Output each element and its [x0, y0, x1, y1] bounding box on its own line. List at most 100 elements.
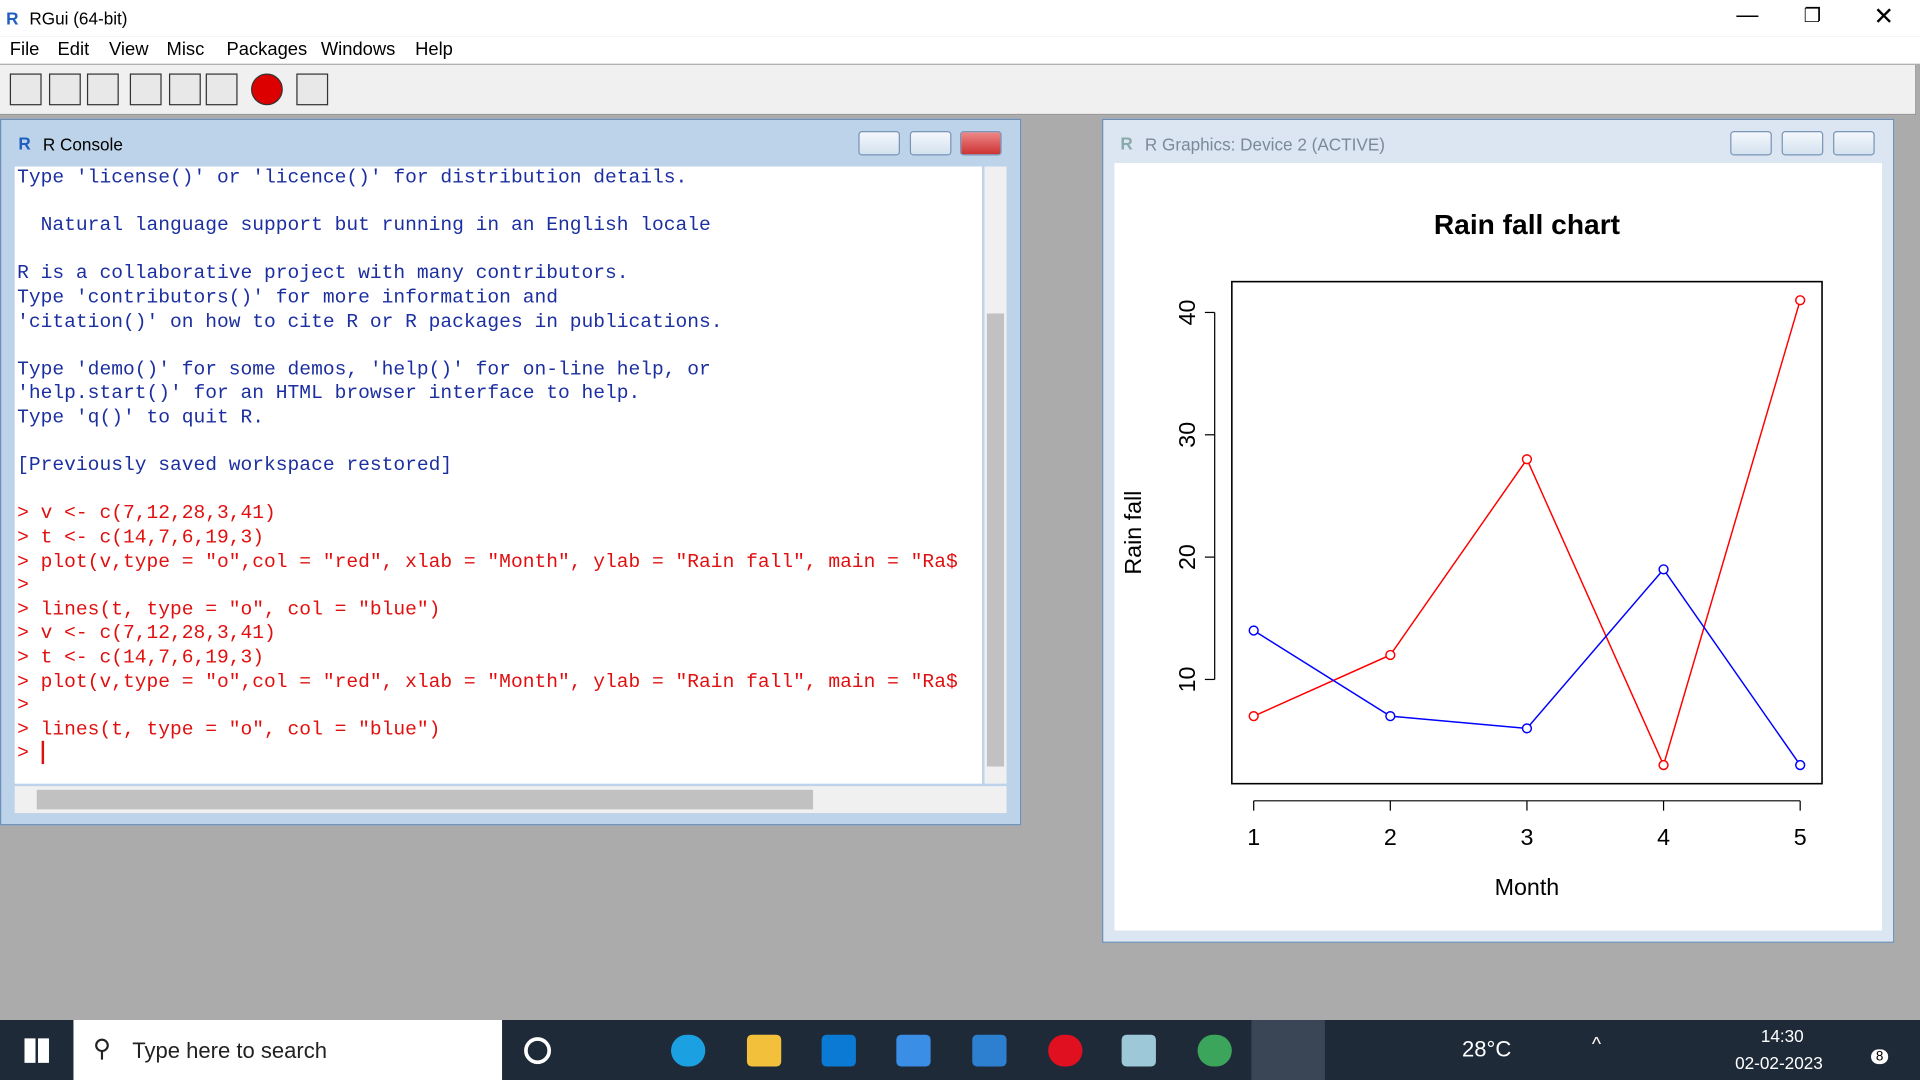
explorer-icon[interactable] [746, 1034, 782, 1067]
menu-item[interactable]: Edit [57, 39, 90, 60]
notepad-icon[interactable] [1121, 1034, 1156, 1067]
console-input: > t <- c(14,7,6,19,3) [17, 526, 265, 549]
console-input: > plot(v,type = "o",col = "red", xlab = … [17, 670, 958, 693]
console-line: 'help.start()' for an HTML browser inter… [17, 382, 641, 405]
load-button[interactable] [48, 73, 81, 106]
console-line: Type 'contributors()' for more informati… [17, 286, 558, 309]
console-line: Type 'q()' to quit R. [17, 406, 265, 429]
clock-time[interactable]: 14:30 [1760, 1026, 1804, 1046]
y-tick-label: 30 [1174, 422, 1200, 448]
taskbar: ⚲ Type here to search 28°C ^ 14:30 02-02… [0, 1020, 1920, 1080]
title-bar: R RGui (64-bit) — ❐ ✕ [0, 0, 1920, 37]
console-output[interactable]: Type 'license()' or 'licence()' for dist… [14, 166, 983, 784]
minimize[interactable] [858, 131, 900, 156]
scroll-thumb[interactable] [36, 789, 814, 810]
menu-item[interactable]: Packages [226, 39, 308, 60]
graphics-title: R Graphics: Device 2 (ACTIVE) [1144, 134, 1385, 155]
search-box[interactable]: ⚲ Type here to search [73, 1020, 503, 1080]
minimize[interactable]: — [1736, 2, 1759, 27]
start-button[interactable] [24, 1038, 49, 1063]
point [1658, 564, 1669, 575]
point [1658, 759, 1669, 771]
plot-background [1114, 162, 1883, 931]
point [1795, 759, 1806, 771]
close[interactable] [960, 131, 1002, 156]
menu-item[interactable]: Misc [166, 39, 205, 60]
mail-icon[interactable] [896, 1034, 931, 1067]
r-icon: R [18, 133, 31, 154]
cortana[interactable] [524, 1037, 552, 1065]
point [1385, 649, 1396, 661]
x-tick-label: 2 [1384, 824, 1397, 850]
menu-item[interactable]: Windows [320, 39, 396, 60]
console-line: Natural language support but running in … [17, 214, 711, 237]
point [1795, 295, 1806, 306]
window-title: RGui (64-bit) [29, 8, 128, 29]
app-icon[interactable] [972, 1034, 1007, 1067]
close[interactable] [1833, 131, 1875, 156]
edge-icon[interactable] [671, 1034, 706, 1067]
rgui-task[interactable] [1251, 1020, 1325, 1080]
v-scrollbar[interactable] [984, 166, 1007, 784]
maximize[interactable] [1781, 131, 1824, 156]
console-input: > plot(v,type = "o",col = "red", xlab = … [17, 550, 958, 573]
console-title: R Console [42, 134, 123, 155]
r-icon: R [1120, 133, 1133, 154]
x-axis-label: Month [1495, 874, 1560, 900]
console-line: Type 'license()' or 'licence()' for dist… [17, 166, 688, 189]
refresh-button[interactable] [205, 73, 238, 106]
plot-frame [1231, 280, 1823, 785]
menu-item[interactable]: File [9, 39, 40, 60]
paste-button[interactable] [168, 73, 201, 106]
y-tick-label: 20 [1174, 544, 1200, 570]
close[interactable]: ✕ [1873, 3, 1894, 31]
console-input: > [17, 742, 29, 765]
weather[interactable]: 28°C [1462, 1037, 1512, 1062]
copy-button[interactable] [129, 73, 162, 106]
notification-count[interactable]: 8 [1871, 1049, 1889, 1065]
opera-icon[interactable] [1048, 1034, 1083, 1067]
menu-item[interactable]: Help [415, 39, 453, 60]
app-icon: R [6, 8, 19, 29]
point [1521, 454, 1533, 465]
console-input: > lines(t, type = "o", col = "blue") [17, 718, 441, 741]
x-tick-label: 4 [1657, 824, 1670, 850]
print-button[interactable] [296, 73, 329, 106]
console-line: Type 'demo()' for some demos, 'help()' f… [17, 358, 711, 381]
stop-button[interactable] [251, 73, 283, 106]
h-scrollbar[interactable] [14, 786, 1007, 814]
console-input: > v <- c(7,12,28,3,41) [17, 622, 276, 645]
x-tick-label: 1 [1247, 824, 1260, 850]
menu-item[interactable]: View [108, 39, 149, 60]
save-button[interactable] [86, 73, 119, 106]
y-tick-label: 40 [1174, 299, 1200, 325]
open-button[interactable] [9, 73, 42, 106]
clock-date[interactable]: 02-02-2023 [1735, 1053, 1823, 1073]
scroll-thumb[interactable] [986, 313, 1005, 767]
console-line: R is a collaborative project with many c… [17, 262, 629, 285]
maximize[interactable] [909, 131, 952, 156]
console-input: > [17, 574, 29, 597]
restore[interactable]: ❐ [1803, 6, 1822, 27]
menu-bar: File Edit View Misc Packages Windows Help [0, 36, 1920, 64]
console-input: > lines(t, type = "o", col = "blue") [17, 598, 441, 621]
plot: Rain fall chart Month Rain fall 1 2 3 4 5 10 20 30… [1114, 162, 1883, 931]
tray-icons[interactable]: ^ [1591, 1034, 1602, 1056]
point [1385, 711, 1396, 722]
minimize[interactable] [1730, 131, 1772, 156]
y-tick-label: 10 [1174, 666, 1200, 692]
search-icon: ⚲ [93, 1035, 112, 1063]
point [1521, 723, 1533, 734]
console-input: > [17, 694, 29, 717]
chrome-icon[interactable] [1197, 1034, 1232, 1067]
chart-title: Rain fall chart [1434, 209, 1621, 240]
toolbar [0, 64, 1917, 116]
store-icon[interactable] [821, 1034, 856, 1067]
search-text: Type here to search [132, 1038, 328, 1063]
x-tick-label: 3 [1520, 824, 1533, 850]
point [1248, 625, 1259, 636]
y-axis-label: Rain fall [1120, 491, 1146, 575]
console-input: > t <- c(14,7,6,19,3) [17, 646, 265, 669]
